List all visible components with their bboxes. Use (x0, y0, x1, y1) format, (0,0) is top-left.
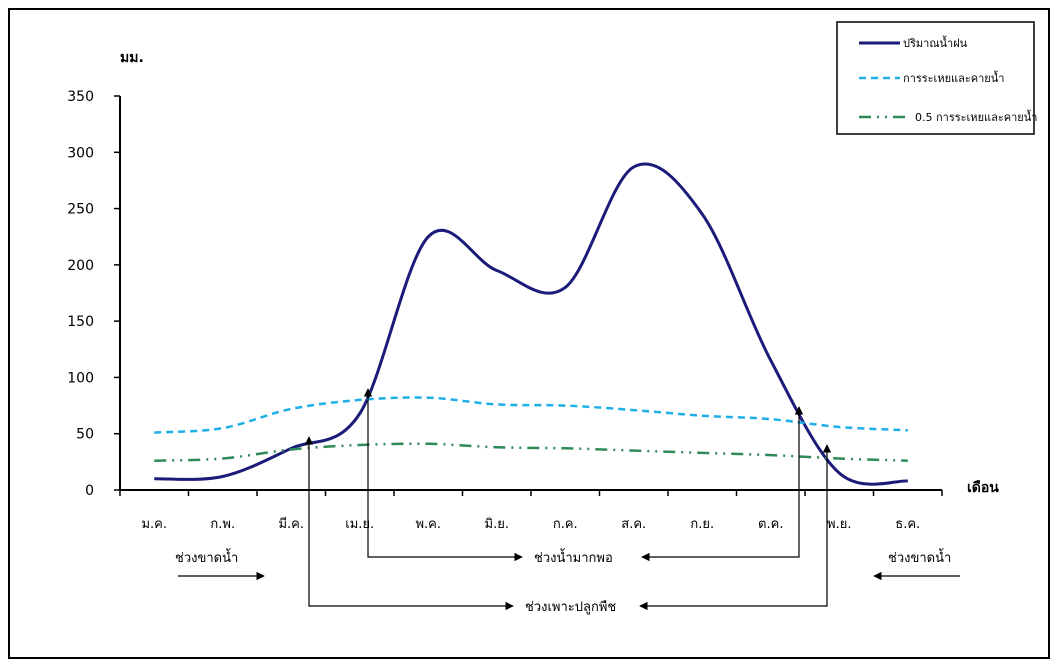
y-tick-label: 50 (76, 427, 94, 443)
x-tick-label: มี.ค. (278, 516, 304, 532)
series-layer (154, 162, 908, 486)
annotation-dry-left: ช่วงขาดน้ำ (175, 548, 238, 566)
y-tick-label: 200 (67, 258, 94, 274)
legend-label-half-evapotranspiration: 0.5 การระเหยและคายน้ำ (915, 109, 1037, 124)
x-ticks: ม.ค. ก.พ. มี.ค. เม.ย. พ.ค. มิ.ย. ก.ค. ส.ค. ก.ย. ต… (119, 490, 943, 532)
y-tick-label: 0 (85, 483, 94, 499)
legend-label-evapotranspiration: การระเหยและคายน้ำ (903, 70, 1004, 85)
x-tick-label: ก.ค. (553, 517, 578, 532)
x-tick-label: มิ.ย. (485, 517, 509, 532)
arrow-wet-end (641, 406, 804, 562)
series-line-rainfall (154, 162, 908, 486)
arrow-growing-end (639, 444, 832, 611)
legend-label-rainfall: ปริมาณน้ำฝน (903, 35, 968, 50)
x-tick-label: เม.ย. (345, 517, 374, 532)
annotations: ช่วงขาดน้ำ ช่วงขาดน้ำ ช่วงน้ำมากพอ ช่วงเ… (175, 388, 960, 615)
arrow-growing-start (304, 436, 514, 611)
x-axis-label: เดือน (967, 480, 999, 496)
y-tick-label: 300 (67, 145, 94, 161)
x-tick-label: ก.ย. (690, 517, 714, 532)
annotation-growing-period: ช่วงเพาะปลูกพืช (525, 599, 616, 615)
x-tick-label: พ.ย. (827, 517, 851, 532)
y-tick-label: 350 (67, 89, 94, 105)
annotation-wet-period: ช่วงน้ำมากพอ (534, 548, 613, 566)
annotation-dry-right: ช่วงขาดน้ำ (888, 548, 951, 566)
y-tick-label: 250 (67, 202, 94, 218)
x-tick-label: ธ.ค. (895, 517, 920, 532)
y-tick-label: 150 (67, 314, 94, 330)
x-tick-label: พ.ค. (415, 517, 441, 532)
x-tick-label: ก.พ. (210, 517, 235, 532)
x-tick-label: ส.ค. (621, 517, 646, 532)
x-tick-label: ต.ค. (758, 517, 783, 532)
y-axis-label: มม. (120, 50, 144, 66)
x-tick-label: ม.ค. (141, 517, 167, 532)
legend-box (836, 21, 1035, 135)
y-ticks: 0 50 100 150 200 250 300 350 (67, 89, 120, 499)
legend: ปริมาณน้ำฝน การระเหยและคายน้ำ 0.5 การระเ… (836, 21, 1037, 135)
series-line-evapotranspiration (154, 396, 908, 434)
y-tick-label: 100 (67, 370, 94, 386)
